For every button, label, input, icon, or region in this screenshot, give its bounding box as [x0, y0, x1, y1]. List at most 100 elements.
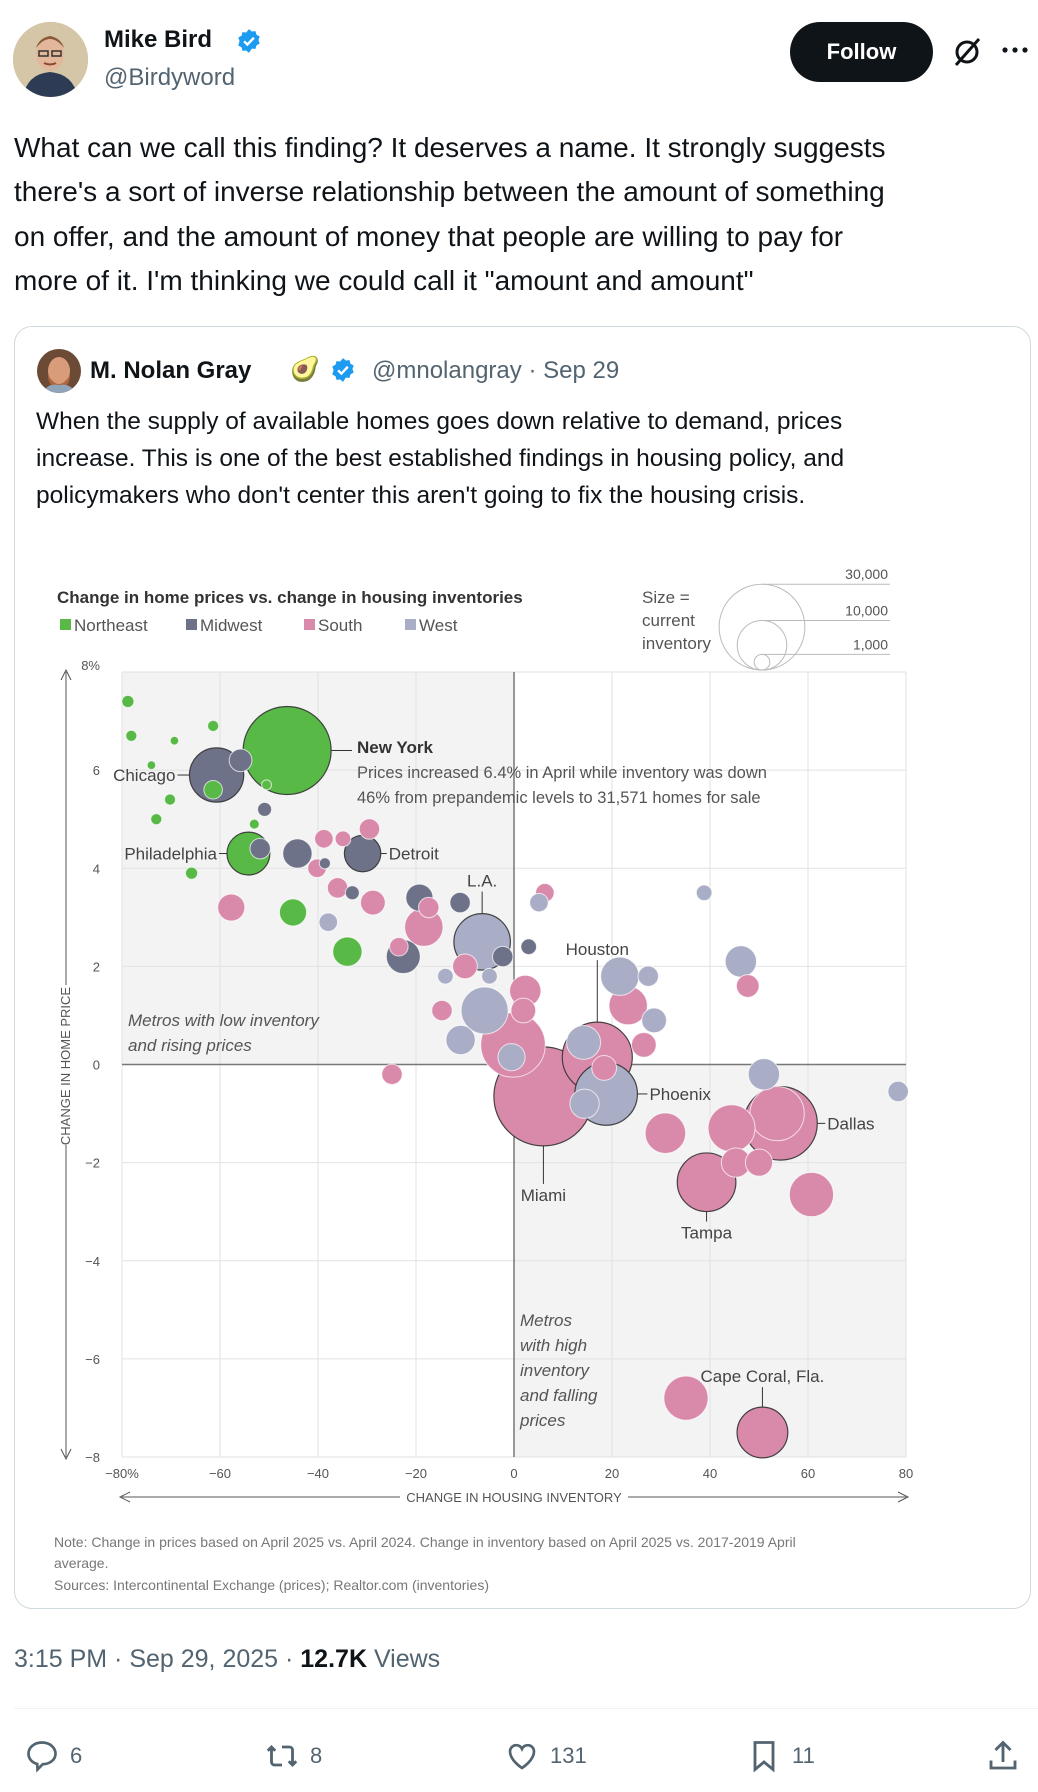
quote-author-name[interactable]: M. Nolan Gray [90, 357, 252, 384]
bubble[interactable] [169, 735, 180, 746]
y-axis-label: CHANGE IN HOME PRICE [58, 987, 73, 1146]
bubble[interactable] [566, 1024, 602, 1060]
metro-label: Cape Coral, Fla. [701, 1367, 825, 1386]
quadrant-label-low-inventory: and rising prices [128, 1036, 252, 1055]
grok-icon[interactable] [951, 36, 983, 73]
bubble[interactable] [630, 1031, 657, 1058]
tweet-timestamp: 3:15 PM · Sep 29, 2025 · 12.7K Views [14, 1645, 440, 1674]
quote-date[interactable]: · Sep 29 [528, 357, 620, 384]
bubble[interactable] [644, 1112, 687, 1154]
bubble[interactable] [121, 694, 135, 709]
bubble-chart[interactable]: Change in home prices vs. change in hous… [15, 555, 1030, 1605]
bubble[interactable] [460, 986, 509, 1035]
bubble[interactable] [257, 801, 273, 817]
share-button[interactable] [985, 1736, 1021, 1776]
bubble[interactable] [744, 1148, 774, 1177]
bubble[interactable] [788, 1171, 835, 1218]
bubble[interactable] [282, 838, 313, 869]
bubble[interactable] [747, 1058, 781, 1091]
repost-button[interactable]: 8 [264, 1736, 322, 1776]
metro-label: Detroit [389, 845, 439, 864]
size-legend-label: current [642, 611, 695, 630]
bubble[interactable] [735, 974, 760, 998]
bubble[interactable] [278, 898, 308, 927]
bubble[interactable] [445, 1024, 476, 1056]
bubble[interactable] [437, 967, 454, 985]
bubble[interactable] [724, 945, 758, 978]
bubble[interactable] [418, 896, 440, 919]
bubble[interactable] [146, 760, 157, 771]
bubble[interactable] [318, 912, 339, 932]
bubble[interactable] [600, 956, 640, 996]
bubble[interactable] [510, 997, 537, 1024]
bubble[interactable] [248, 818, 260, 830]
bubble[interactable] [481, 967, 498, 985]
bubble[interactable] [449, 891, 471, 914]
tweet-time[interactable]: 3:15 PM · Sep 29, 2025 · [14, 1645, 301, 1673]
size-legend-circle [718, 583, 806, 671]
bubble[interactable] [358, 818, 381, 840]
bubble[interactable] [249, 837, 271, 860]
reply-button[interactable]: 6 [24, 1736, 82, 1776]
bubble[interactable] [520, 938, 538, 956]
y-tick-label: −2 [85, 1156, 100, 1171]
bubble[interactable] [163, 793, 177, 806]
y-tick-label: 0 [93, 1058, 100, 1073]
bubble[interactable] [637, 965, 659, 987]
bubble[interactable] [125, 729, 138, 742]
bubble[interactable] [749, 1085, 805, 1142]
tweet-text-line: more of it. I'm thinking we could call i… [14, 265, 754, 296]
bubble[interactable] [381, 1063, 403, 1086]
bookmark-button[interactable]: 11 [746, 1736, 815, 1776]
bubble[interactable] [695, 884, 713, 902]
bubble-cape-coral-fla-[interactable] [736, 1406, 789, 1459]
more-icon[interactable] [1000, 42, 1030, 63]
quote-author-emoji: 🥑 [290, 356, 320, 383]
bubble[interactable] [207, 719, 220, 733]
bookmark-count: 11 [792, 1743, 815, 1768]
like-count: 131 [550, 1743, 587, 1768]
follow-button[interactable]: Follow [790, 22, 933, 82]
bubble[interactable] [492, 945, 514, 968]
bubble[interactable] [332, 936, 363, 967]
bubble[interactable] [529, 892, 549, 913]
bubble[interactable] [569, 1088, 600, 1119]
bubble[interactable] [326, 877, 349, 899]
bubble[interactable] [887, 1080, 909, 1103]
bubble[interactable] [217, 893, 246, 922]
bubble-new-york[interactable] [242, 705, 332, 796]
quote-handle[interactable]: @mnolangray [372, 357, 522, 384]
bubble[interactable] [360, 889, 386, 916]
bubble[interactable] [707, 1104, 756, 1153]
bubble[interactable] [641, 1007, 668, 1034]
chart-note: average. [54, 1555, 108, 1571]
views-label: Views [367, 1645, 441, 1673]
tweet-text-line: What can we call this finding? It deserv… [14, 132, 886, 163]
bubble[interactable] [497, 1043, 526, 1072]
bubble[interactable] [389, 936, 409, 957]
reply-count: 6 [70, 1743, 83, 1768]
y-tick-label: 4 [93, 861, 100, 876]
bookmark-icon [753, 1741, 775, 1773]
bubble[interactable] [344, 885, 360, 901]
author-name[interactable]: Mike Bird [104, 26, 213, 53]
size-legend-value: 10,000 [845, 602, 888, 618]
quote-text-line: increase. This is one of the best establ… [36, 445, 845, 472]
author-avatar[interactable] [13, 22, 88, 97]
bubble[interactable] [261, 779, 273, 791]
bubble[interactable] [591, 1055, 618, 1081]
bubble[interactable] [431, 999, 453, 1022]
like-button[interactable]: 131 [504, 1736, 587, 1776]
bubble[interactable] [185, 866, 199, 880]
bubble[interactable] [663, 1375, 709, 1421]
bubble[interactable] [452, 953, 478, 980]
author-handle[interactable]: @Birdyword [104, 64, 236, 91]
quote-author-avatar[interactable] [37, 349, 81, 393]
quoted-tweet-card[interactable] [14, 326, 1031, 1609]
bubble[interactable] [150, 813, 163, 826]
bubble[interactable] [318, 857, 331, 870]
bubble[interactable] [314, 829, 334, 849]
bubble[interactable] [203, 779, 223, 800]
bubble[interactable] [228, 748, 253, 773]
bubble[interactable] [334, 830, 352, 848]
